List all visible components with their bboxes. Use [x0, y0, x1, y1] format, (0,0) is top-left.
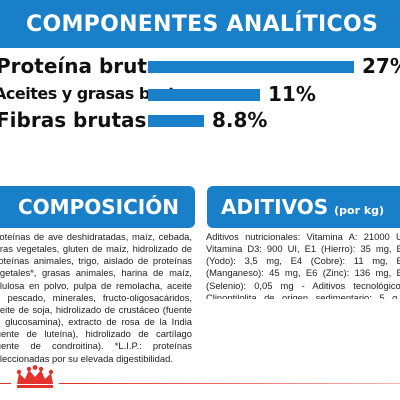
aditivos-title: ADITIVOS	[221, 195, 329, 219]
analytic-value: 27%	[362, 54, 400, 78]
footer-divider	[0, 378, 400, 400]
composicion-header: COMPOSICIÓN	[0, 186, 195, 228]
composicion-title: COMPOSICIÓN	[18, 195, 179, 219]
aditivos-text: Aditivos nutricionales: Vitamina A: 2100…	[206, 231, 400, 299]
analiticos-header: COMPONENTES ANALÍTICOS	[0, 0, 400, 48]
aditivos-header: ADITIVOS (por kg)	[207, 186, 400, 228]
analytic-row-fat: Aceites y grasas brutos 11%	[0, 82, 400, 108]
analytic-label: Aceites y grasas brutos	[0, 84, 195, 103]
royal-canin-crown-icon	[11, 364, 59, 392]
analiticos-title: COMPONENTES ANALÍTICOS	[26, 11, 379, 37]
analytic-label: Fibras brutas	[0, 108, 147, 132]
analytic-value: 8.8%	[212, 108, 268, 132]
analytic-value: 11%	[268, 82, 316, 106]
aditivos-subtitle: (por kg)	[334, 203, 385, 217]
analytic-bar	[148, 61, 354, 73]
analytic-bar	[148, 115, 204, 127]
analytic-label: Proteína bruta	[0, 54, 161, 78]
analytic-row-protein: Proteína bruta 27%	[0, 54, 400, 80]
composicion-text: Proteínas de ave deshidratadas, maíz, ce…	[0, 231, 192, 364]
analytic-bar	[148, 89, 260, 101]
analytic-row-fiber: Fibras brutas 8.8%	[0, 108, 400, 134]
